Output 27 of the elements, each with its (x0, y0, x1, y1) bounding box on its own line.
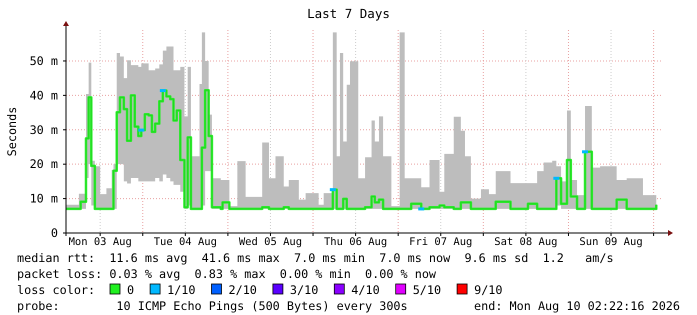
text: median rtt: 11.6 ms avg 41.6 ms max 7.0 ms min 7.0 ms now 9.6 ms sd 1.2 am/s (17, 251, 614, 265)
y-tick-label: 20 m (30, 157, 58, 172)
y-tick-label: 10 m (30, 192, 58, 206)
x-tick-label: Mon 03 Aug (68, 236, 132, 248)
x-tick-label: Wed 05 Aug (238, 236, 302, 248)
legend-label: 3/10 (290, 283, 318, 297)
legend-label: 4/10 (351, 283, 380, 297)
y-tick-label: 50 m (30, 54, 58, 68)
legend-label: 1/10 (167, 283, 196, 297)
x-tick-label: Sat 08 Aug (494, 236, 558, 248)
x-tick-label: Fri 07 Aug (409, 236, 472, 248)
y-tick-label: 40 m (30, 88, 58, 102)
x-tick-label: Sun 09 Aug (579, 236, 643, 248)
text: packet loss: 0.03 % avg 0.83 % max 0.00 % min 0.00 % now (17, 267, 437, 281)
text: probe: 10 ICMP Echo Pings (500 Bytes) every 300s (17, 299, 408, 313)
y-tick-label: 30 m (30, 122, 58, 137)
chart-title: Last 7 Days (307, 6, 390, 21)
x-tick-label: Tue 04 Aug (154, 236, 217, 248)
x-tick-label: Thu 06 Aug (324, 236, 388, 248)
legend-label: 2/10 (228, 283, 257, 297)
text: loss color: (17, 283, 96, 297)
text: end: Mon Aug 10 02:22:16 2026 (474, 299, 680, 313)
legend-label: 9/10 (474, 283, 503, 297)
legend-label: 0 (127, 283, 134, 297)
y-axis-title: Seconds (5, 106, 19, 156)
y-tick-label: 0 (50, 226, 58, 240)
legend-label: 5/10 (412, 283, 442, 297)
